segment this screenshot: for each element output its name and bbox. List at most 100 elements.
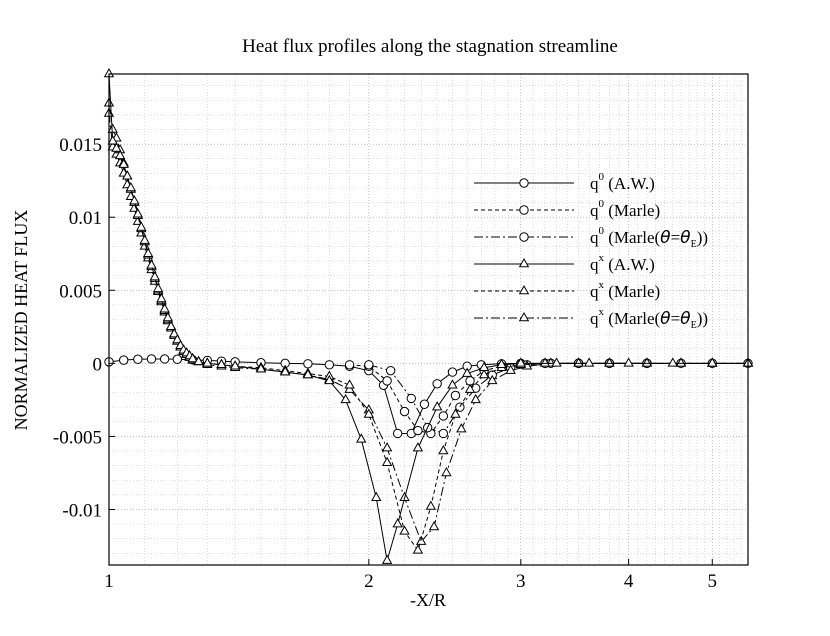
data-point-circle [385, 365, 396, 376]
data-point-triangle [187, 352, 198, 363]
data-point-triangle [431, 401, 443, 411]
plot-frame [108, 73, 749, 566]
data-point-circle [399, 406, 410, 417]
data-point-triangle [450, 408, 461, 418]
data-point-triangle [441, 466, 452, 477]
data-point-triangle [324, 374, 335, 385]
legend-label: qx (Marle(θ=θE)) [590, 306, 708, 331]
data-point-triangle [539, 357, 551, 367]
data-point-circle [438, 411, 449, 421]
data-point-triangle [118, 158, 129, 168]
legend-marker-triangle [518, 311, 530, 322]
data-point-triangle [156, 293, 167, 303]
data-point-triangle [456, 423, 467, 433]
y-tick-label: -0.01 [62, 500, 102, 521]
data-point-triangle [356, 433, 367, 443]
data-point-triangle [412, 442, 424, 452]
data-point-triangle [132, 208, 144, 218]
y-tick-label: 0.01 [69, 208, 102, 229]
data-point-triangle [496, 358, 507, 369]
x-tick-label: 3 [516, 571, 526, 592]
data-point-circle [344, 360, 355, 370]
data-point-circle [159, 354, 170, 364]
data-point-triangle [583, 357, 595, 367]
y-tick-label: 0.005 [59, 281, 102, 302]
data-point-triangle [255, 363, 267, 373]
legend-label: qx (Marle) [590, 279, 660, 301]
x-tick-label: 5 [708, 571, 718, 592]
data-point-circle [133, 354, 143, 364]
data-point-triangle [363, 408, 375, 418]
legend-marker-triangle [518, 257, 530, 268]
data-point-circle [364, 360, 374, 370]
legend-item: qx (A.W.) [474, 252, 655, 274]
data-point-triangle [216, 358, 227, 369]
data-point-triangle [146, 259, 157, 269]
data-point-circle [119, 355, 129, 365]
axes: 1 2 3 4 5 0.015 0.01 0.005 0 -0.005 -0.01 [53, 135, 717, 592]
data-point-triangle [381, 554, 393, 564]
data-point-triangle [623, 357, 634, 367]
y-tick-label: 0.015 [59, 135, 102, 156]
data-point-circle [146, 354, 157, 364]
data-point-triangle [464, 383, 476, 393]
data-point-circle [447, 367, 458, 377]
data-point-triangle [425, 500, 437, 510]
data-point-triangle [136, 221, 147, 231]
legend-item: q0 (Marle) [474, 198, 660, 220]
legend-label: qx (A.W.) [590, 252, 655, 274]
data-point-triangle [111, 142, 122, 152]
data-point-triangle [162, 312, 174, 322]
legend-label: q0 (A.W.) [590, 171, 655, 193]
data-point-triangle [505, 364, 516, 374]
x-tick-label: 2 [364, 571, 374, 592]
data-point-triangle [515, 357, 527, 367]
data-point-triangle [340, 393, 351, 404]
data-point-circle [406, 393, 416, 404]
data-point-triangle [114, 149, 126, 160]
data-point-triangle [152, 282, 164, 293]
legend: q0 (A.W.) q0 (Marle) q0 (Marle(θ=θE))qx (A… [474, 171, 708, 331]
data-point-circle [172, 354, 183, 364]
data-point-triangle [139, 234, 150, 244]
data-point-triangle [168, 328, 180, 338]
y-tick-label: 0 [93, 354, 103, 375]
data-point-triangle [707, 357, 718, 367]
legend-item: q0 (Marle(θ=θE)) [474, 225, 708, 250]
data-point-triangle [461, 367, 473, 377]
data-point-circle [324, 360, 335, 370]
legend-item: qx (Marle) [474, 279, 660, 301]
data-point-triangle [229, 360, 241, 370]
data-point-triangle [129, 195, 140, 205]
data-point-circle [392, 428, 403, 439]
data-point-triangle [428, 520, 440, 531]
data-point-triangle [125, 181, 137, 192]
data-point-triangle [193, 355, 204, 366]
data-point-triangle [438, 444, 449, 455]
x-axis-label: -X/R [410, 590, 446, 610]
data-point-triangle [302, 369, 314, 379]
data-point-triangle [371, 491, 382, 502]
data-point-triangle [381, 456, 393, 466]
legend-item: q0 (A.W.) [474, 171, 655, 193]
legend-marker-circle [519, 232, 529, 242]
data-point-triangle [149, 271, 161, 281]
data-point-triangle [573, 357, 584, 367]
data-point-triangle [667, 357, 678, 367]
data-point-triangle [641, 357, 653, 367]
data-point-triangle [381, 442, 393, 452]
data-point-triangle [412, 544, 424, 554]
data-point-triangle [604, 357, 615, 367]
data-point-triangle [107, 123, 118, 133]
data-point-triangle [392, 518, 403, 528]
data-point-circle [450, 390, 461, 401]
data-point-triangle [142, 247, 154, 257]
legend-marker-circle [519, 205, 529, 215]
data-point-triangle [487, 374, 498, 385]
data-point-circle [413, 425, 423, 436]
y-axis-label: NORMALIZED HEAT FLUX [11, 210, 31, 431]
x-tick-label: 4 [624, 571, 634, 592]
data-point-circle [455, 402, 465, 412]
chart-title: Heat flux profiles along the stagnation … [242, 36, 618, 57]
